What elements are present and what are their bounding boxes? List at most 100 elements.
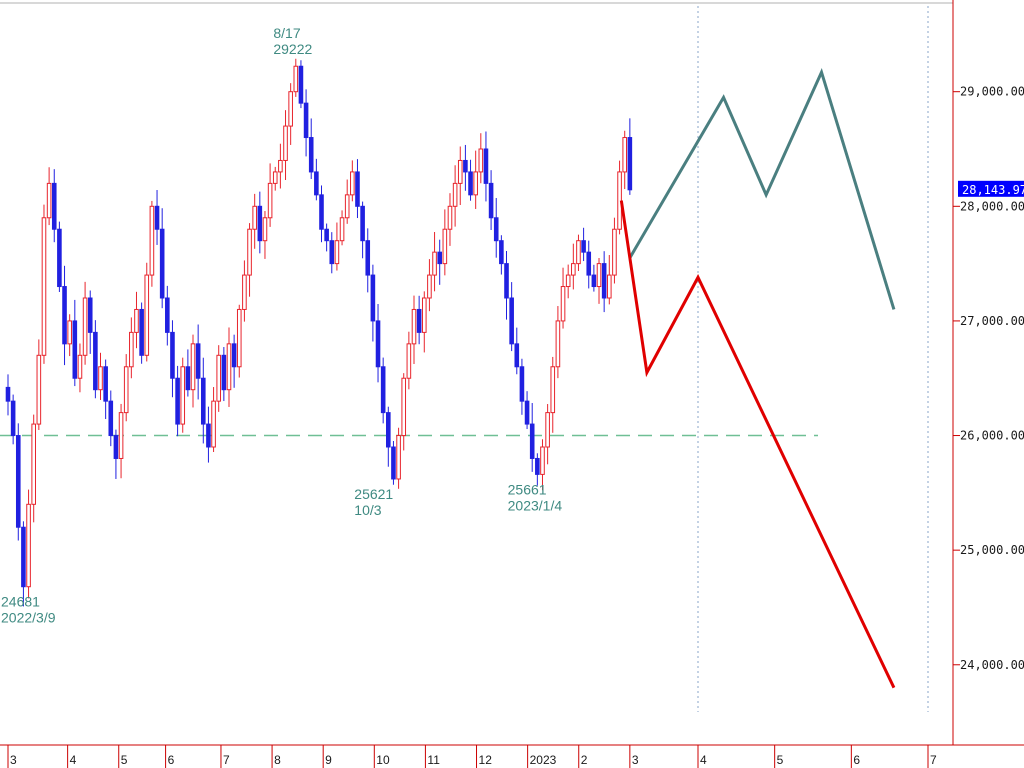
candle-down [519, 366, 525, 402]
x-tick-label: 6 [853, 753, 860, 767]
candle-down [483, 148, 489, 184]
candle-down [308, 137, 314, 173]
candle-up [550, 366, 556, 414]
candle-down [380, 366, 386, 414]
candle-up [247, 228, 252, 276]
candle-down [375, 320, 381, 368]
candle-up [144, 274, 150, 356]
y-tick-label: 29,000.00 [960, 85, 1024, 99]
candle-down [586, 251, 592, 276]
candle-down [5, 386, 11, 402]
annotation-1-line-0: 25621 [354, 486, 393, 502]
candle-down [165, 297, 170, 333]
x-tick-label: 6 [168, 753, 175, 767]
candle-up [278, 159, 283, 173]
candle-down [370, 274, 376, 322]
candle-up [606, 274, 612, 299]
candle-up [293, 65, 299, 93]
y-tick-label: 25,000.00 [960, 543, 1024, 557]
candle-up [478, 148, 484, 173]
candle-down [200, 377, 206, 425]
candle-down [206, 423, 211, 448]
candle-up [26, 503, 31, 588]
candle-up [545, 412, 550, 448]
current-price-tag-bg [958, 180, 1024, 197]
candle-up [344, 194, 350, 219]
candle-down [416, 308, 422, 333]
candles [5, 58, 633, 607]
candle-down [319, 194, 324, 230]
candle-down [87, 297, 93, 333]
candle-down [195, 343, 201, 379]
x-tick-label: 7 [930, 753, 937, 767]
x-tick-label: 9 [325, 753, 332, 767]
candle-up [432, 251, 437, 276]
vertical-guide-lines [697, 6, 929, 712]
candle-up [612, 228, 617, 276]
candle-down [437, 251, 442, 265]
candle-up [334, 240, 340, 265]
candle-up [421, 297, 427, 333]
bull-scenario-line [628, 67, 896, 310]
candle-up [617, 171, 622, 230]
candle-up [134, 308, 139, 333]
candle-down [10, 400, 16, 437]
candle-down [103, 366, 108, 402]
annotation-3-line-0: 24681 [1, 594, 40, 610]
x-tick-label: 4 [70, 753, 77, 767]
candle-up [427, 274, 432, 299]
candle-down [386, 412, 391, 448]
candle-down [329, 240, 335, 265]
x-tick-label: 3 [632, 753, 639, 767]
current-price-tag: 28,143.97 [958, 180, 1024, 197]
y-tick-label: 28,000.00 [960, 199, 1024, 213]
candle-up [149, 205, 155, 276]
candle-down [108, 400, 114, 437]
candle-down [57, 228, 62, 288]
current-price-label: 28,143.97 [962, 183, 1024, 197]
candle-up [67, 320, 72, 345]
candle-up [555, 320, 561, 368]
candle-up [98, 366, 103, 391]
candle-down [257, 205, 263, 242]
candle-up [190, 343, 196, 391]
candle-up [262, 217, 268, 242]
candle-down [51, 182, 57, 230]
candle-up [350, 171, 355, 196]
candle-down [159, 228, 165, 299]
candle-down [360, 205, 365, 242]
candle-up [288, 91, 293, 127]
candle-up [211, 400, 216, 448]
candle-up [401, 377, 407, 437]
candle-up [447, 205, 453, 230]
candle-up [565, 274, 571, 288]
candle-down [62, 286, 67, 345]
candle-down [113, 435, 119, 459]
x-tick-label: 2023 [530, 753, 557, 767]
candle-down [488, 182, 494, 219]
candle-down [314, 171, 319, 196]
candle-up [216, 354, 222, 402]
candle-up [571, 263, 576, 276]
candle-up [267, 182, 273, 219]
candle-down [535, 457, 540, 475]
x-tick-label: 5 [121, 753, 128, 767]
candle-up [622, 137, 628, 173]
candle-down [463, 159, 468, 173]
candle-up [31, 423, 36, 505]
x-tick-label: 5 [777, 753, 784, 767]
candle-up [226, 343, 232, 391]
candle-down [601, 263, 607, 299]
candle-up [406, 343, 412, 379]
x-tick-label: 2 [581, 753, 588, 767]
y-axis-ticks: 29,000.00 28,000.00 27,000.00 26,000.00 25,0… [953, 85, 1024, 672]
candle-down [591, 274, 597, 288]
candle-down [221, 354, 227, 391]
candle-down [529, 423, 535, 459]
candle-up [236, 308, 242, 368]
y-tick-label: 24,000.00 [960, 658, 1024, 672]
candle-down [324, 228, 329, 242]
candle-down [581, 240, 586, 253]
candle-down [509, 297, 514, 345]
